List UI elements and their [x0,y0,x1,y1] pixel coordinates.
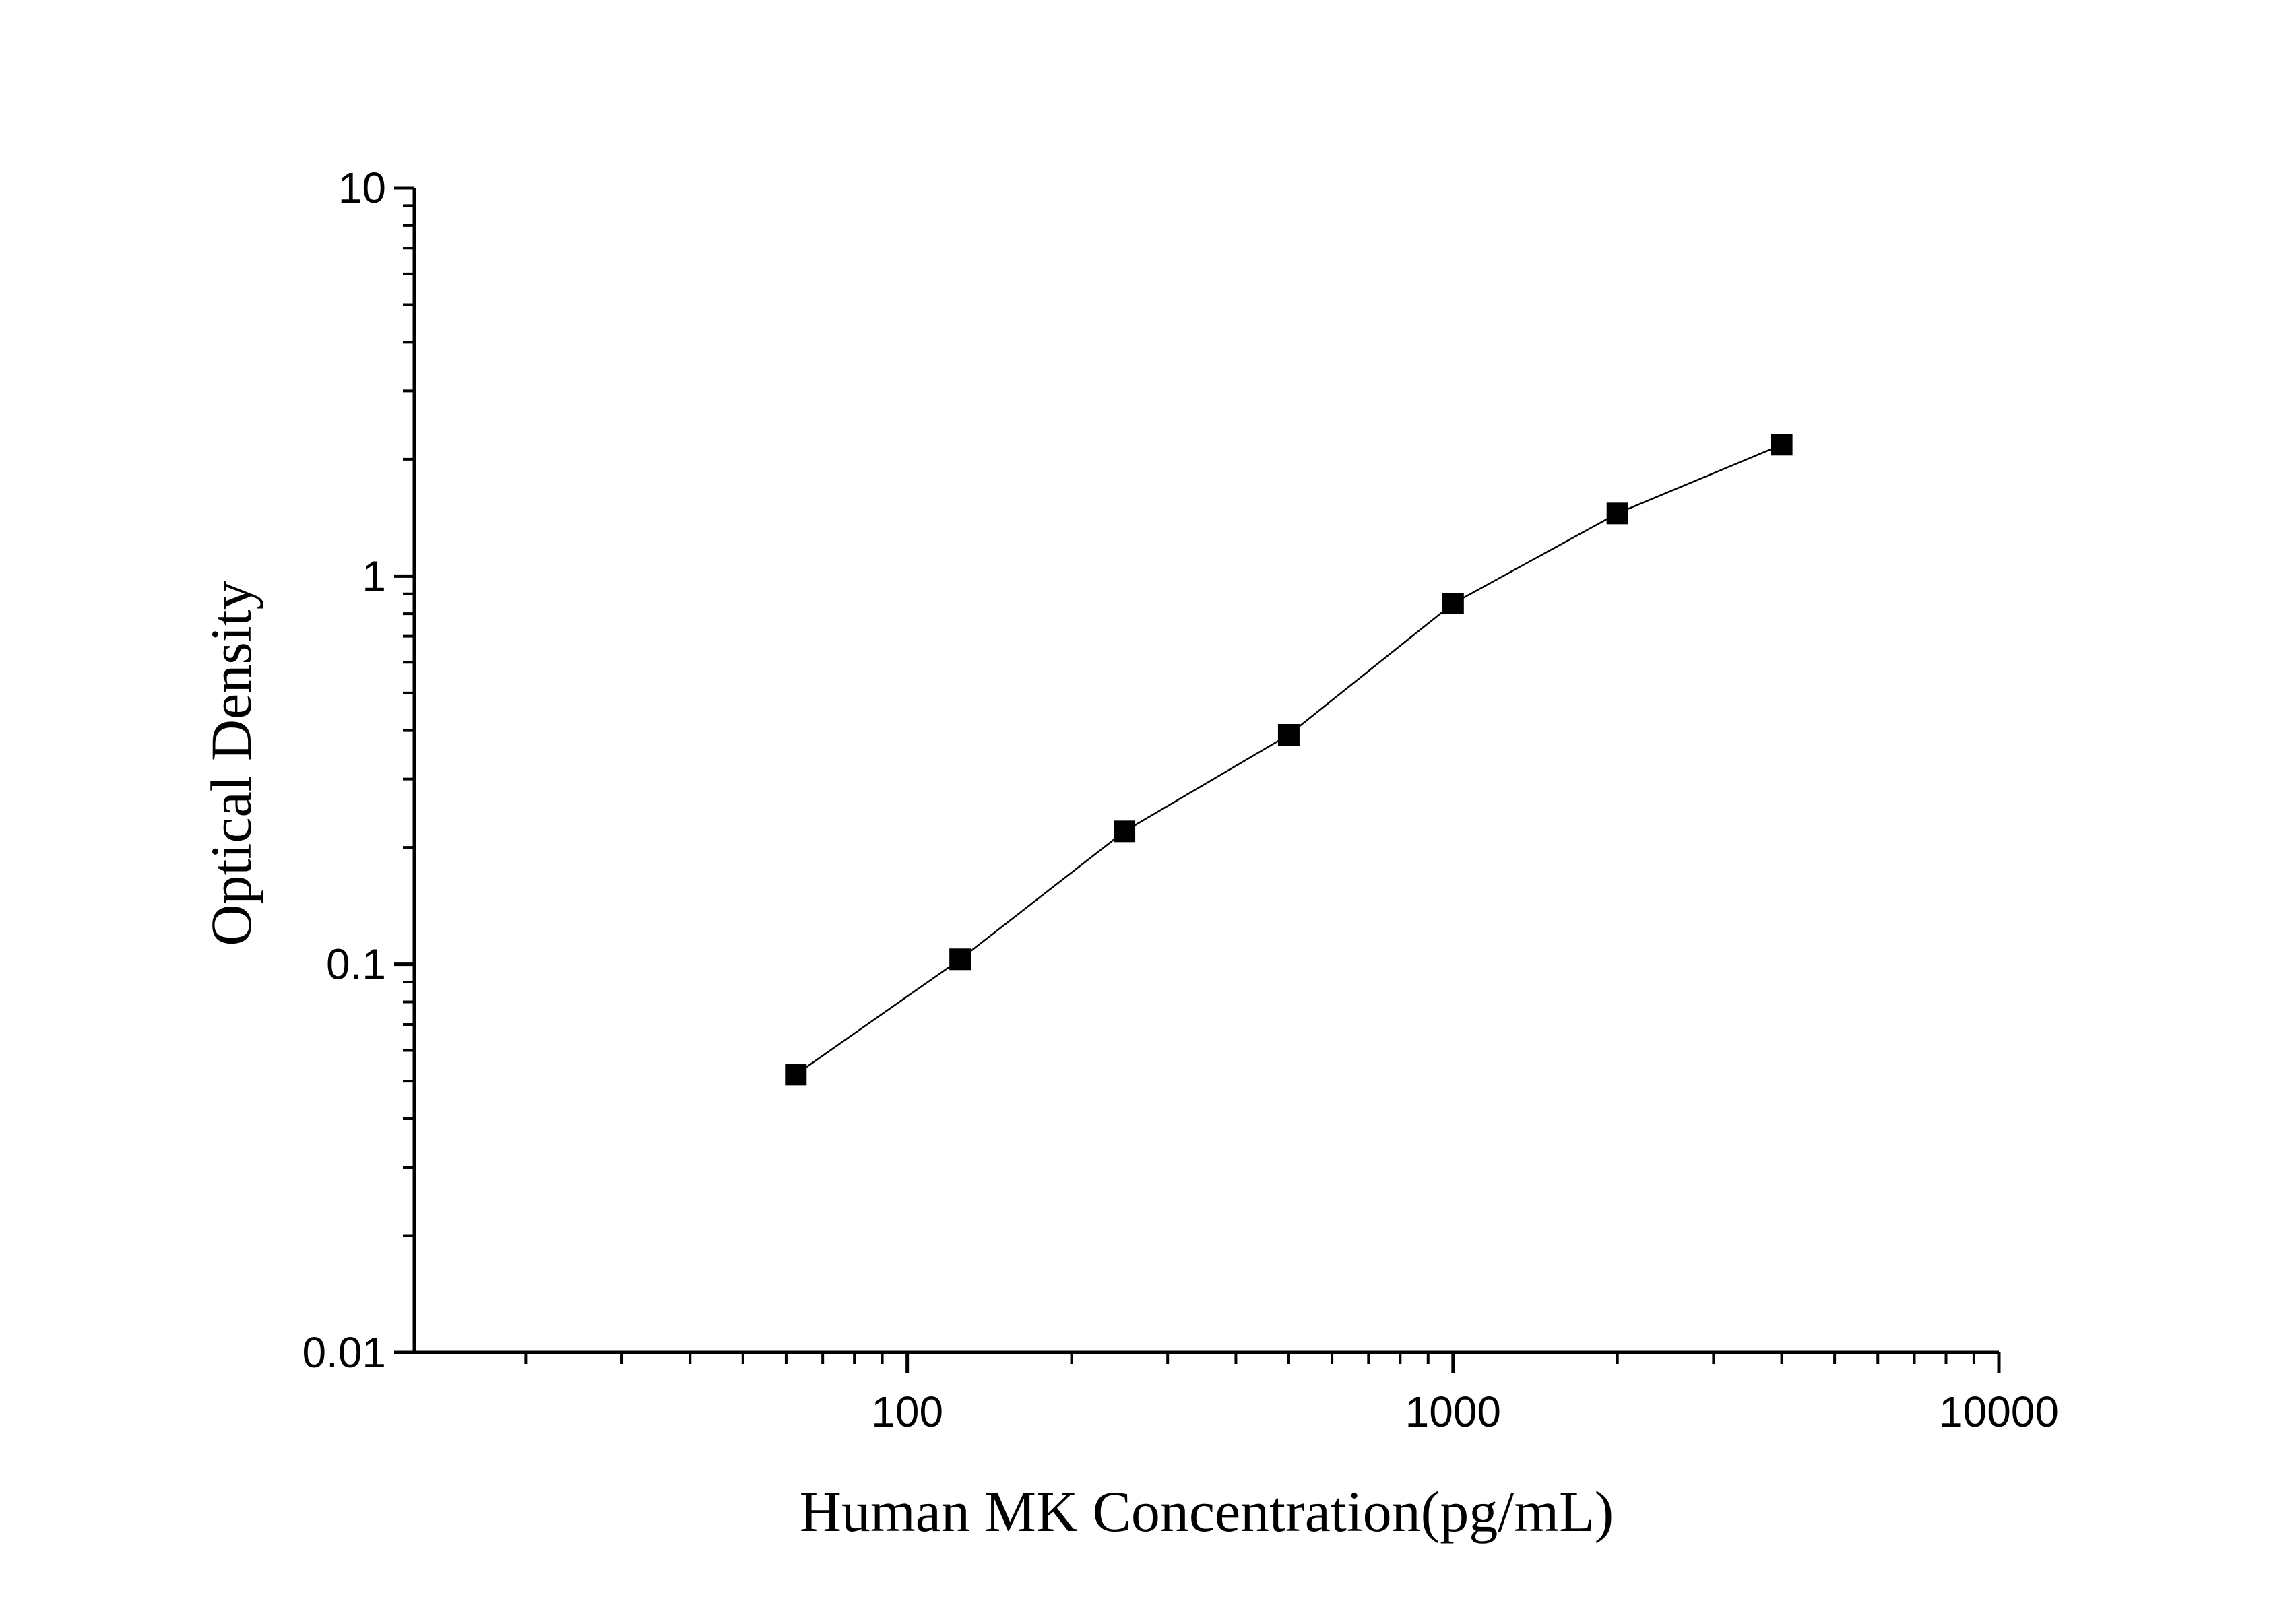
plot-axes [412,188,1999,1354]
y-tick-label: 0.1 [326,940,386,989]
y-axis-title: Optical Density [199,581,263,946]
plot-ticks: 0.01 0.1 1 10 100 1000 10000 [302,164,2059,1436]
series-line [795,444,1783,1076]
x-tick-label: 1000 [1405,1387,1501,1436]
data-point-marker [1442,593,1464,615]
x-axis-title: Human MK Concentration(pg/mL) [800,1479,1614,1544]
plot-series [785,434,1793,1086]
y-tick-label: 1 [362,552,386,600]
x-tick-label: 10000 [1939,1387,2059,1436]
data-point-marker [949,948,971,971]
data-point-marker [1114,820,1136,843]
x-tick-label: 100 [871,1387,943,1436]
data-point-marker [1277,724,1300,746]
data-point-marker [1606,502,1628,525]
y-tick-label: 0.01 [302,1328,386,1377]
data-point-marker [1771,434,1793,456]
y-tick-label: 10 [338,164,386,212]
data-point-marker [785,1064,807,1086]
